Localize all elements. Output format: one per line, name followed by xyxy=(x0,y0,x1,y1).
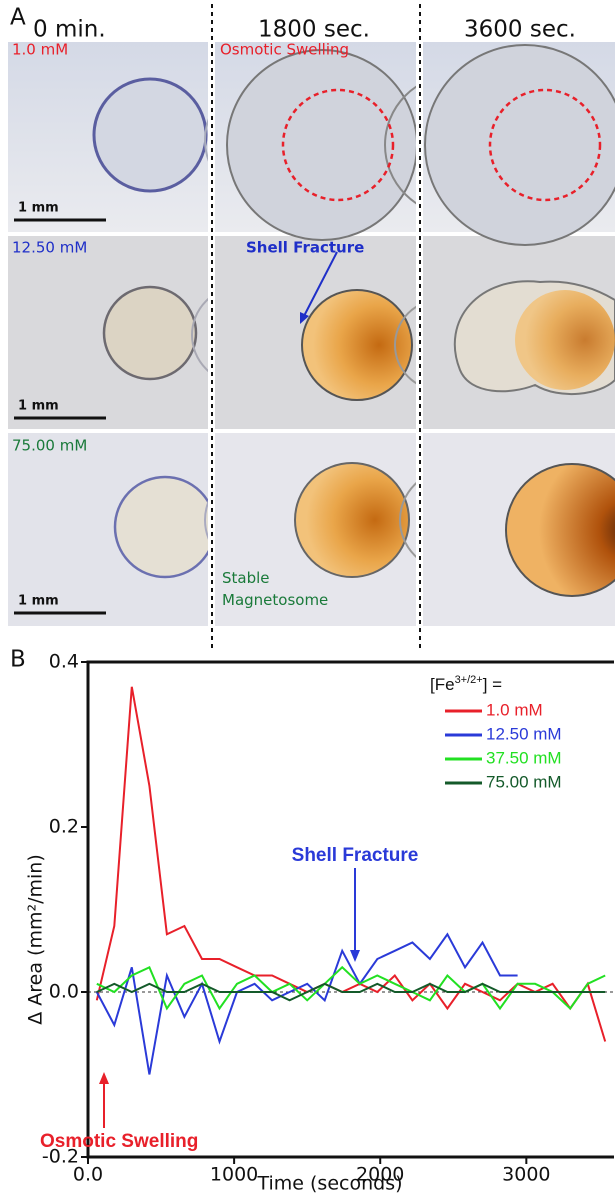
scale-label: 1 mm xyxy=(18,399,59,414)
annotation: Osmotic Swelling xyxy=(220,41,349,59)
figure: A 0 min. 1800 sec. 3600 sec. 1.0 mM 12.5… xyxy=(0,0,615,1195)
legend-title-end: ] = xyxy=(483,675,502,694)
capsule xyxy=(515,290,615,390)
legend-title-base: [Fe xyxy=(430,675,455,694)
capsule xyxy=(425,45,615,245)
y-tick-label: 0.4 xyxy=(49,651,79,673)
row-label: 75.00 mM xyxy=(12,437,87,455)
capsule xyxy=(104,287,196,379)
scale-label: 1 mm xyxy=(18,201,59,216)
annotation: Shell Fracture xyxy=(246,239,364,257)
panel-label: A xyxy=(10,5,26,31)
annotation-line: Stable xyxy=(222,569,270,587)
legend-title: [Fe3+/2+] = xyxy=(430,674,502,695)
x-tick-label: 3000 xyxy=(502,1164,550,1186)
capsule xyxy=(94,79,206,191)
arrowhead xyxy=(99,1072,109,1084)
capsule xyxy=(115,477,215,577)
series-line xyxy=(97,934,518,1074)
y-tick-label: 0.2 xyxy=(49,816,79,838)
series-line xyxy=(97,984,605,1001)
annotation: Shell Fracture xyxy=(292,845,419,866)
x-axis-label: Time (seconds) xyxy=(256,1173,402,1195)
column-header: 1800 sec. xyxy=(258,17,370,43)
row-label: 12.50 mM xyxy=(12,239,87,257)
legend-label: 75.00 mM xyxy=(486,772,562,791)
legend-title-sup: 3+/2+ xyxy=(455,674,483,686)
annotation: Osmotic Swelling xyxy=(40,1131,198,1152)
y-tick-label: 0.0 xyxy=(49,981,79,1003)
panel-label: B xyxy=(10,647,26,673)
y-axis-label: Δ Area (mm²/min) xyxy=(25,854,47,1025)
column-header: 0 min. xyxy=(33,17,106,43)
legend-label: 37.50 mM xyxy=(486,748,562,767)
column-header: 3600 sec. xyxy=(464,17,576,43)
panel-a-images xyxy=(8,4,615,650)
legend-label: 12.50 mM xyxy=(486,724,562,743)
capsule xyxy=(295,463,409,577)
x-tick-label: 0.0 xyxy=(73,1164,103,1186)
annotation-line: Magnetosome xyxy=(222,591,328,609)
arrowhead xyxy=(350,950,360,962)
legend-label: 1.0 mM xyxy=(486,700,543,719)
scale-label: 1 mm xyxy=(18,594,59,609)
row-label: 1.0 mM xyxy=(12,41,68,59)
x-tick-label: 1000 xyxy=(210,1164,258,1186)
capsule xyxy=(227,50,417,240)
